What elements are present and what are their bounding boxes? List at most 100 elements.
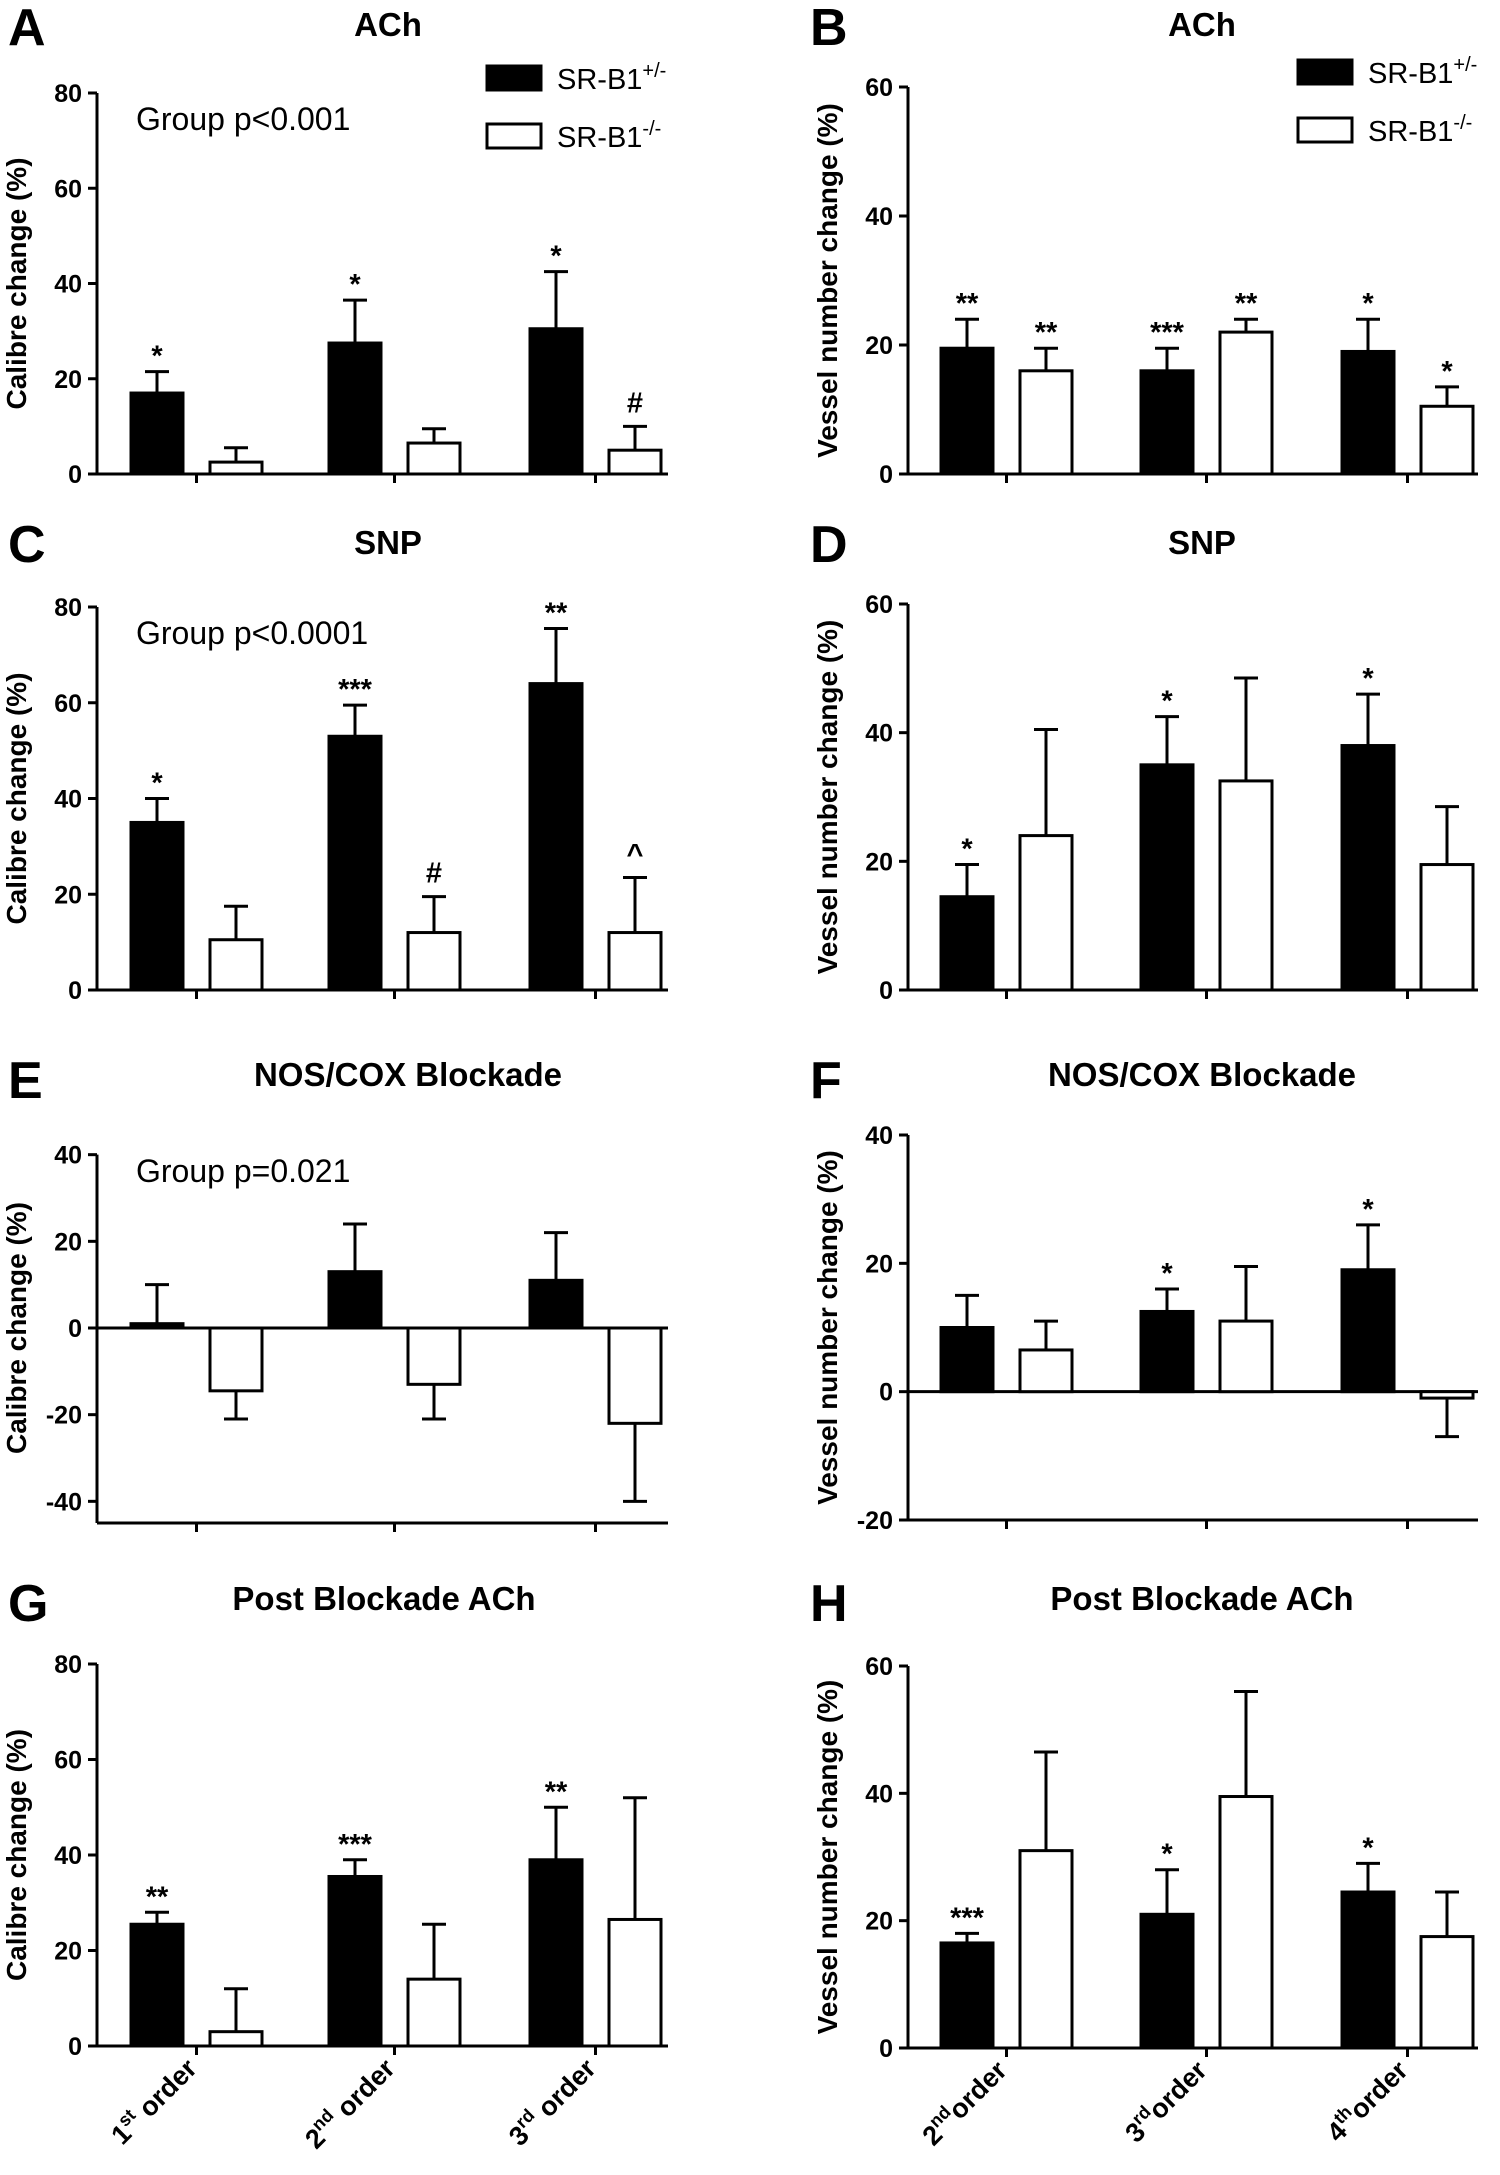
legend-label: SR-B1+/-: [1368, 54, 1477, 90]
bar-sr-b1-het: [129, 391, 185, 476]
significance-label: *: [961, 834, 973, 866]
chart-title: ACh: [354, 6, 422, 43]
group-annotation: Group p<0.0001: [136, 615, 368, 651]
y-tick-label: 20: [865, 1250, 893, 1278]
y-tick-label: 40: [54, 1142, 82, 1170]
bar-sr-b1-het: [1340, 1890, 1396, 2050]
bar-sr-b1-ko: [1018, 1849, 1074, 2050]
bar-sr-b1-ko: [406, 441, 462, 476]
bar-sr-b1-ko: [1018, 834, 1074, 992]
x-tick-label: 2ndorder: [914, 2053, 1013, 2152]
significance-label: **: [1235, 288, 1258, 320]
significance-label: *: [1161, 1839, 1173, 1871]
y-axis-label: Vessel number change (%): [812, 1150, 843, 1505]
y-axis-label: Vessel number change (%): [812, 620, 843, 975]
y-tick-label: 40: [865, 1780, 893, 1808]
bar-sr-b1-het: [1340, 1268, 1396, 1394]
y-tick-label: 20: [865, 332, 893, 360]
y-tick-label: 60: [54, 175, 82, 203]
bar-sr-b1-ko: [208, 1326, 264, 1393]
legend-swatch: [1296, 58, 1354, 86]
significance-label: ***: [950, 1902, 985, 1934]
bar-sr-b1-het: [528, 327, 584, 476]
chart-title: Post Blockade ACh: [232, 1580, 535, 1617]
bar-sr-b1-het: [1340, 349, 1396, 476]
y-tick-label: 80: [54, 594, 82, 622]
significance-label: *: [550, 241, 562, 273]
y-tick-label: 40: [54, 271, 82, 299]
significance-label: **: [146, 1881, 169, 1913]
chart-title: NOS/COX Blockade: [254, 1056, 562, 1093]
x-tick-label: 1st order: [103, 2051, 203, 2151]
significance-label: *: [1161, 1258, 1173, 1290]
bar-sr-b1-het: [939, 1326, 995, 1394]
y-tick-label: 60: [54, 1747, 82, 1775]
bar-sr-b1-ko: [607, 931, 663, 992]
significance-label: ***: [338, 674, 373, 706]
bar-sr-b1-het: [327, 1270, 383, 1330]
bar-sr-b1-ko: [406, 1977, 462, 2048]
panel-f: F NOS/COX Blockade -20 0 20 40 Vessel number c…: [810, 1052, 1478, 1535]
bar-sr-b1-ko: [607, 1326, 663, 1425]
bar-sr-b1-het: [528, 682, 584, 992]
panel-letter: A: [8, 0, 46, 57]
panel-g: G Post Blockade ACh 0 20 40 60 80 Calibre chang…: [1, 1575, 668, 2155]
bar-sr-b1-ko: [208, 460, 264, 476]
chart-title: SNP: [354, 524, 422, 561]
y-tick-label: 0: [879, 977, 893, 1005]
x-tick-label: 4thorder: [1319, 2053, 1414, 2148]
significance-label: **: [1035, 317, 1058, 349]
y-tick-label: 40: [54, 1842, 82, 1870]
y-tick-label: 80: [54, 1651, 82, 1679]
bar-sr-b1-het: [1340, 744, 1396, 992]
panel-letter: H: [810, 1575, 848, 1633]
bar-sr-b1-het: [129, 1322, 185, 1330]
bar-sr-b1-ko: [1218, 779, 1274, 992]
bar-sr-b1-ko: [1218, 1319, 1274, 1394]
significance-label: *: [1362, 663, 1374, 695]
legend-label: SR-B1-/-: [1368, 112, 1472, 148]
bar-sr-b1-het: [939, 895, 995, 992]
bar-sr-b1-het: [939, 1941, 995, 2050]
x-tick-label: 2nd order: [297, 2051, 401, 2155]
legend-swatch: [485, 122, 543, 150]
significance-label: *: [1161, 686, 1173, 718]
chart-title: Post Blockade ACh: [1050, 1580, 1353, 1617]
significance-label: *: [1362, 288, 1374, 320]
y-tick-label: 0: [68, 1315, 82, 1343]
significance-label: *: [1441, 356, 1453, 388]
significance-label: *: [151, 768, 163, 800]
bar-sr-b1-het: [528, 1858, 584, 2048]
y-tick-label: 60: [865, 1653, 893, 1681]
y-tick-label: 0: [68, 2033, 82, 2061]
bar-sr-b1-ko: [1419, 863, 1475, 992]
legend-label: SR-B1+/-: [557, 60, 666, 96]
y-axis-label: Vessel number change (%): [812, 1680, 843, 2035]
x-tick-label: 3rdorder: [1117, 2053, 1213, 2149]
y-tick-label: 0: [879, 2035, 893, 2063]
bar-sr-b1-het: [1139, 369, 1195, 476]
panel-h: H Post Blockade ACh 0 20 40 60 Vessel number c…: [810, 1575, 1478, 2151]
bar-sr-b1-het: [327, 734, 383, 992]
panel-e: E NOS/COX Blockade -40 -20 0 20 40 Calibre chan…: [1, 1052, 668, 1532]
chart-title: SNP: [1168, 524, 1236, 561]
y-axis-label: Calibre change (%): [1, 672, 32, 924]
legend-label: SR-B1-/-: [557, 118, 661, 154]
y-tick-label: 0: [879, 461, 893, 489]
bar-sr-b1-het: [1139, 1912, 1195, 2050]
y-tick-label: 40: [865, 720, 893, 748]
y-tick-label: 20: [54, 1228, 82, 1256]
bar-sr-b1-ko: [406, 1326, 462, 1386]
panel-letter: F: [810, 1052, 842, 1110]
bar-sr-b1-het: [129, 1922, 185, 2048]
bar-sr-b1-ko: [208, 2030, 264, 2048]
y-axis-label: Calibre change (%): [1, 1202, 32, 1454]
bar-sr-b1-ko: [607, 1917, 663, 2048]
significance-label: ***: [338, 1829, 373, 1861]
bar-sr-b1-ko: [1419, 1935, 1475, 2050]
y-axis-label: Calibre change (%): [1, 157, 32, 409]
bar-sr-b1-ko: [406, 931, 462, 992]
y-tick-label: 40: [54, 786, 82, 814]
y-tick-label: 80: [54, 80, 82, 108]
significance-label: #: [426, 858, 442, 890]
